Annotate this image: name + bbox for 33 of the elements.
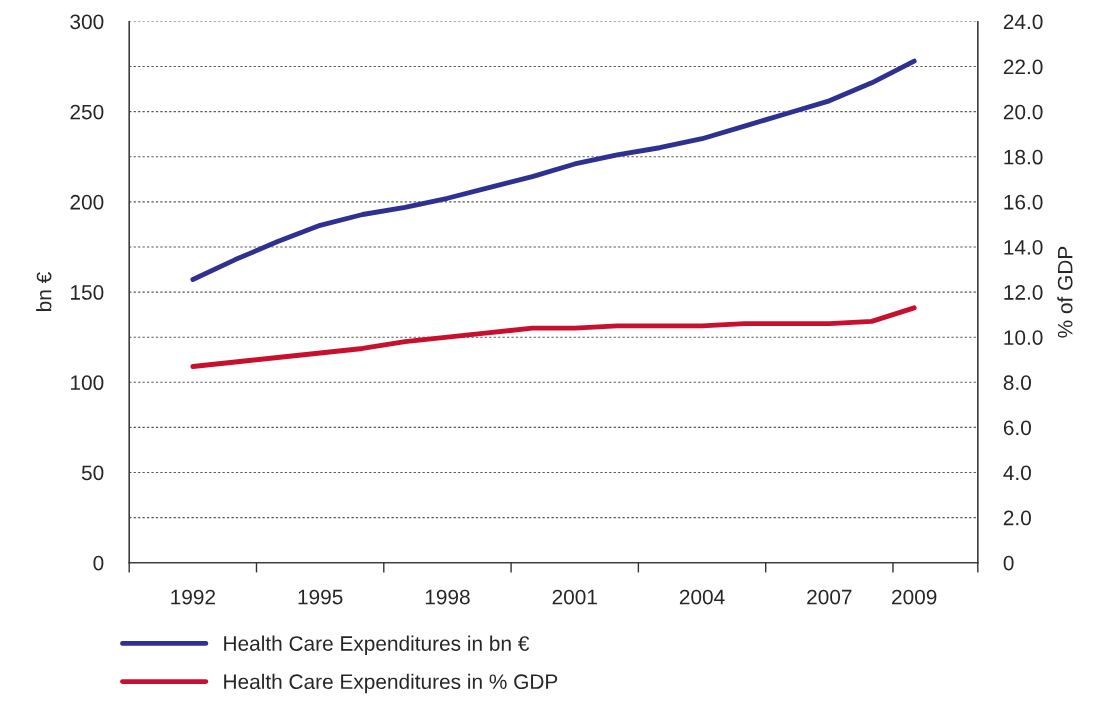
- y2-tick-label: 12.0: [1004, 285, 1043, 300]
- legend-label: Health Care Expenditures in bn €: [224, 635, 530, 655]
- x-tick-label: 2004: [679, 589, 725, 605]
- y2-tick-label: 16.0: [1004, 194, 1043, 210]
- y-tick-label: 250: [70, 104, 104, 120]
- y2-axis-title: % of GDP: [1057, 246, 1073, 338]
- x-tick-label: 1998: [425, 589, 470, 605]
- y-tick-label: 200: [70, 194, 104, 210]
- y-tick-label: 300: [70, 14, 104, 30]
- y2-tick-label: 18.0: [1004, 149, 1043, 165]
- y2-tick-label: 0: [1003, 555, 1014, 571]
- y-tick-label: 0: [93, 555, 104, 571]
- y-axis-title: bn €: [36, 272, 52, 311]
- y2-tick-label: 6.0: [1003, 420, 1031, 436]
- y2-tick-label: 4.0: [1003, 465, 1031, 481]
- x-tick-label: 2009: [892, 589, 937, 605]
- y2-tick-label: 10.0: [1004, 330, 1043, 345]
- y2-tick-label: 14.0: [1004, 239, 1043, 255]
- legend-label: Health Care Expenditures in % GDP: [224, 673, 558, 694]
- line-series: [190, 58, 917, 282]
- y2-tick-label: 24.0: [1003, 14, 1043, 30]
- y2-tick-label: 22.0: [1003, 59, 1043, 75]
- x-tick-label: 2007: [807, 589, 852, 605]
- y2-tick-label: 20.0: [1003, 104, 1043, 120]
- x-tick-label: 1992: [171, 589, 215, 605]
- y-tick-label: 50: [81, 465, 104, 481]
- y-tick-label: 100: [71, 375, 104, 391]
- y-tick-label: 150: [71, 285, 104, 300]
- y2-tick-label: 8.0: [1003, 375, 1031, 391]
- y2-tick-label: 2.0: [1003, 510, 1031, 526]
- x-tick-label: 1995: [298, 589, 343, 605]
- line-series: [190, 305, 917, 369]
- x-tick-label: 2001: [552, 589, 597, 605]
